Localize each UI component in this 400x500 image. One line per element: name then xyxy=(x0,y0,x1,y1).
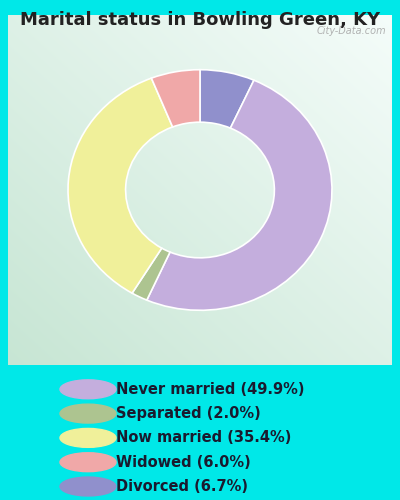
Text: Divorced (6.7%): Divorced (6.7%) xyxy=(116,479,248,494)
Text: Separated (2.0%): Separated (2.0%) xyxy=(116,406,261,421)
Text: Never married (49.9%): Never married (49.9%) xyxy=(116,382,304,397)
Circle shape xyxy=(60,380,116,399)
Text: Marital status in Bowling Green, KY: Marital status in Bowling Green, KY xyxy=(20,11,380,29)
Text: Widowed (6.0%): Widowed (6.0%) xyxy=(116,454,251,469)
Text: City-Data.com: City-Data.com xyxy=(316,26,386,36)
Circle shape xyxy=(60,428,116,448)
Wedge shape xyxy=(200,70,254,128)
Circle shape xyxy=(60,404,116,423)
Text: Now married (35.4%): Now married (35.4%) xyxy=(116,430,291,446)
Wedge shape xyxy=(68,78,173,293)
Circle shape xyxy=(60,477,116,496)
Wedge shape xyxy=(152,70,200,127)
Wedge shape xyxy=(132,248,170,300)
Wedge shape xyxy=(147,80,332,310)
Circle shape xyxy=(60,453,116,471)
